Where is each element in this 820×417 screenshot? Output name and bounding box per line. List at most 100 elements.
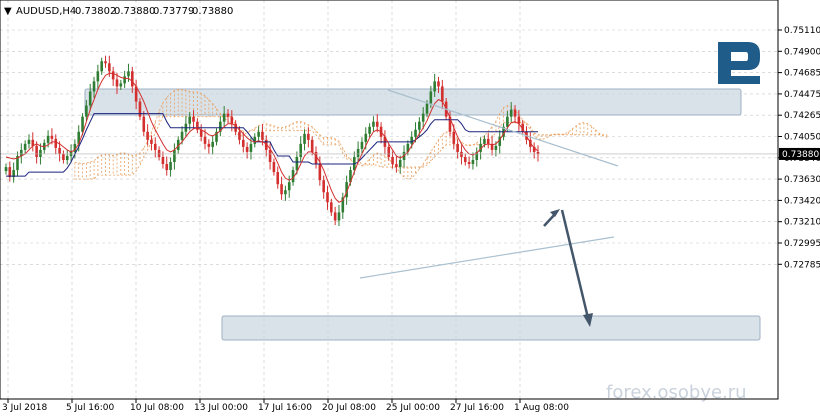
- resistance-zone: [84, 88, 742, 116]
- candle-bear: [264, 139, 268, 150]
- candle-bull: [215, 131, 218, 142]
- symbol-label: AUDUSD,H4: [16, 6, 76, 17]
- candle-bear: [62, 153, 65, 160]
- candle-bull: [483, 138, 486, 144]
- candle-bear: [452, 131, 456, 144]
- candle-bear: [153, 143, 157, 150]
- x-tick-label: 20 Jul 08:00: [322, 403, 376, 413]
- candle-bull: [88, 91, 92, 106]
- forecast-arrow-up-head: [550, 209, 560, 217]
- candle-bull: [479, 143, 482, 152]
- candle-bear: [307, 133, 310, 140]
- open-value: 0.73802: [75, 6, 116, 17]
- x-tick-label: 10 Jul 08:00: [130, 403, 184, 413]
- candle-bear: [8, 167, 12, 178]
- candle-bear: [58, 147, 61, 154]
- candle-bull: [176, 139, 180, 150]
- y-tick-label: 0.75110: [784, 26, 820, 36]
- current-price-label: 0.73880: [782, 150, 819, 160]
- support-zone: [221, 315, 761, 341]
- candle-bull: [85, 105, 88, 117]
- time-axis[interactable]: 3 Jul 2018 5 Jul 16:00 10 Jul 08:00 13 Jul …: [2, 399, 569, 413]
- y-tick-label: 0.73420: [784, 196, 820, 206]
- triangle-upper-line: [387, 89, 619, 167]
- candle-bull: [498, 136, 502, 146]
- candle-bull: [4, 167, 8, 172]
- candle-bear: [54, 138, 58, 148]
- candle-bear: [395, 164, 398, 168]
- candle-bear: [437, 81, 440, 87]
- candle-bear: [456, 143, 459, 152]
- candle-bear: [142, 116, 146, 132]
- candle-bull: [77, 131, 81, 144]
- candle-bull: [421, 113, 425, 122]
- candle-bull: [123, 76, 126, 84]
- candle-bear: [463, 156, 467, 163]
- candle-bear: [203, 136, 207, 144]
- candle-bull: [100, 61, 103, 72]
- candle-bear: [207, 143, 211, 147]
- candle-bull: [372, 121, 375, 127]
- header-arrow[interactable]: ▼: [4, 6, 12, 17]
- candle-bear: [268, 149, 272, 163]
- candle-bear: [276, 172, 280, 185]
- header: ▼ AUDUSD,H4 0.73802 0.73880 0.73779 0.73…: [4, 6, 233, 17]
- candle-bear: [245, 146, 249, 152]
- candle-bear: [532, 146, 536, 152]
- candle-bull: [169, 162, 172, 171]
- candle-bull: [406, 143, 410, 152]
- kijun-sen-line: [6, 113, 538, 177]
- forecast-arrow-down-head: [583, 313, 593, 327]
- candle-bull: [295, 156, 299, 171]
- roboforex-logo: [718, 42, 760, 84]
- price-axis[interactable]: 0.75110 0.74900 0.74685 0.74475 0.74265 0.740…: [778, 26, 820, 270]
- candle-bear: [521, 123, 524, 132]
- candle-bear: [241, 139, 245, 147]
- candle-bear: [238, 131, 241, 140]
- candle-bear: [486, 138, 490, 144]
- candle-bull: [360, 141, 364, 149]
- candle-bear: [230, 116, 234, 124]
- current-price-box: [779, 147, 820, 160]
- candle-bear: [314, 151, 318, 165]
- candle-bull: [433, 81, 436, 92]
- candle-bull: [410, 136, 413, 144]
- y-tick-label: 0.74900: [784, 47, 820, 57]
- x-tick-label: 27 Jul 16:00: [450, 403, 504, 413]
- candle-bear: [441, 86, 444, 102]
- x-tick-label: 1 Aug 08:00: [514, 403, 569, 413]
- candle-bull: [291, 170, 295, 183]
- candle-bear: [150, 139, 153, 144]
- candle-bull: [425, 103, 429, 114]
- y-tick-label: 0.74050: [784, 133, 820, 143]
- y-tick-label: 0.72785: [784, 260, 820, 270]
- upper-resistance-zone: [84, 88, 742, 116]
- candle-bear: [467, 162, 471, 165]
- candle-bear: [111, 71, 115, 80]
- x-tick-label: 3 Jul 2018: [2, 403, 47, 413]
- candle-bull: [337, 212, 341, 221]
- candle-bull: [20, 149, 23, 156]
- candle-bull: [46, 135, 50, 143]
- candle-bear: [196, 121, 199, 130]
- y-tick-label: 0.73630: [784, 175, 820, 185]
- candle-bull: [299, 143, 303, 157]
- candle-bull: [219, 121, 222, 132]
- candle-bear: [387, 146, 391, 157]
- y-tick-label: 0.73210: [784, 218, 820, 228]
- candle-bear: [138, 101, 142, 117]
- candle-bull: [27, 139, 31, 144]
- candle-bull: [65, 155, 69, 160]
- x-tick-label: 5 Jul 16:00: [66, 403, 115, 413]
- candle-bear: [460, 151, 463, 157]
- candle-bear: [226, 113, 230, 117]
- candle-bull: [127, 71, 130, 77]
- triangle-pattern: [359, 89, 619, 279]
- candle-bear: [318, 164, 322, 181]
- candle-bull: [364, 133, 368, 142]
- candle-bear: [513, 109, 517, 117]
- candle-bull: [211, 141, 214, 147]
- logo-mark: [718, 42, 760, 84]
